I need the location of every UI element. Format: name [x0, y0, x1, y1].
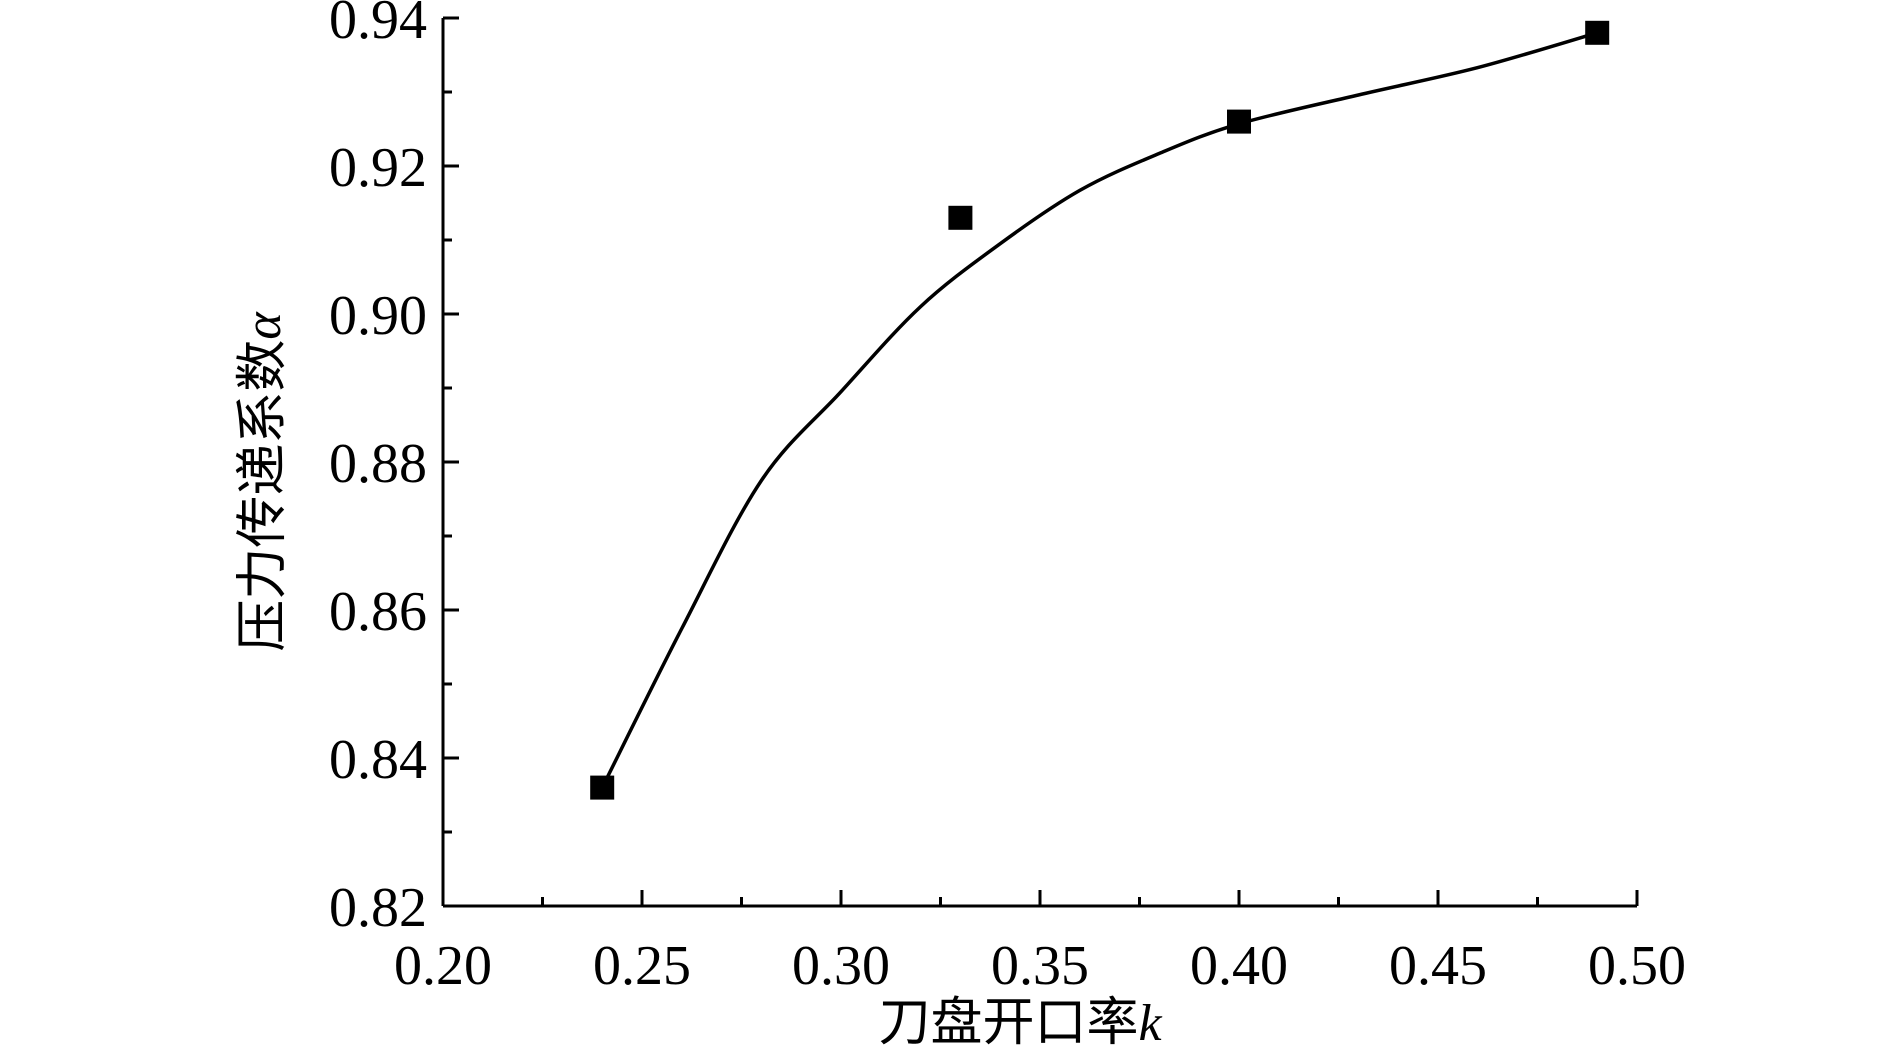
x-axis-title: 刀盘开口率k [878, 993, 1162, 1052]
fit-curve-line [600, 31, 1598, 789]
y-axis-ticks: 0.82 0.84 0.86 0.88 0.90 0.92 0.94 [329, 0, 459, 939]
axes [441, 18, 1637, 908]
data-point [1585, 20, 1610, 45]
y-tick-label: 0.86 [329, 581, 427, 643]
y-axis-title: 压力传递系数α [233, 311, 293, 652]
x-tick-label: 0.30 [792, 935, 890, 997]
data-point [948, 205, 973, 230]
x-tick-label: 0.50 [1588, 935, 1686, 997]
data-point [590, 775, 615, 800]
y-tick-label: 0.90 [329, 285, 427, 347]
y-tick-label: 0.94 [329, 0, 427, 51]
x-axis-variable: k [1138, 995, 1162, 1052]
y-axis-variable: α [235, 311, 292, 340]
x-tick-label: 0.40 [1190, 935, 1288, 997]
data-markers [590, 20, 1610, 800]
x-axis-ticks: 0.20 0.25 0.30 0.35 0.40 0.45 0.50 [394, 890, 1686, 997]
y-tick-label: 0.82 [329, 877, 427, 939]
y-tick-label: 0.88 [329, 433, 427, 495]
data-point [1227, 109, 1251, 134]
y-tick-label: 0.84 [329, 729, 427, 791]
x-tick-label: 0.20 [394, 935, 492, 997]
x-axis-title-text: 刀盘开口率 [878, 993, 1138, 1052]
y-tick-label: 0.92 [329, 137, 427, 199]
x-tick-label: 0.35 [991, 935, 1089, 997]
x-tick-label: 0.25 [593, 935, 691, 997]
x-tick-label: 0.45 [1389, 935, 1487, 997]
y-axis-title-text: 压力传递系数 [233, 340, 293, 652]
